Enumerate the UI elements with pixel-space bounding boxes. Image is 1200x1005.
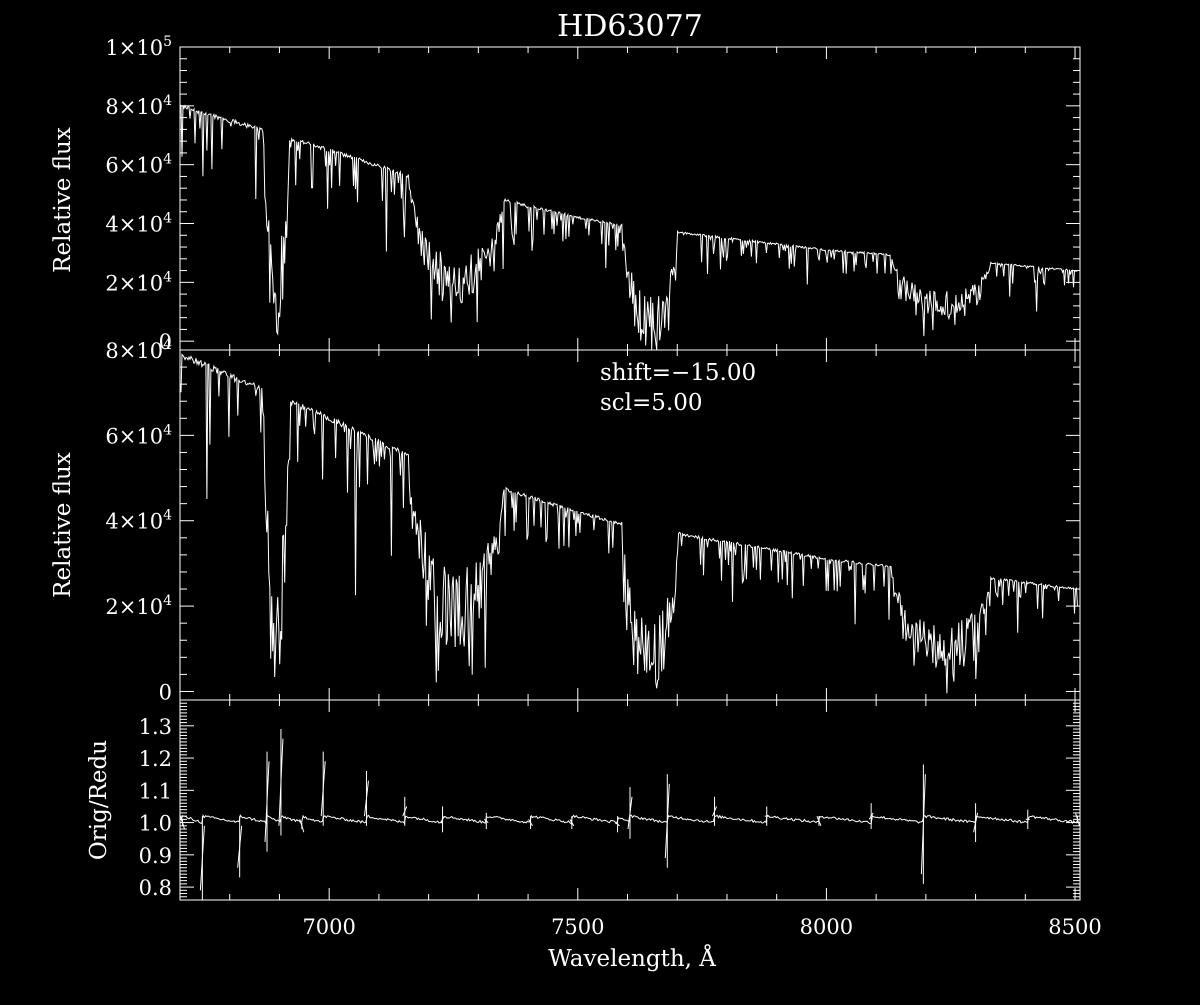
- ratio-spike: [402, 806, 408, 817]
- ratio-spike: [199, 825, 205, 891]
- ratio-spike: [816, 815, 822, 826]
- middle-spectrum-line: [179, 353, 1078, 694]
- y-axis-label-middle: Relative flux: [50, 452, 76, 598]
- ratio-spike: [320, 761, 326, 817]
- ratio-spike: [440, 815, 445, 823]
- ratio-spike: [180, 815, 185, 830]
- ratio-spike: [868, 812, 874, 820]
- ratio-spike: [1075, 812, 1080, 826]
- top-y-tick-label: 1×105: [105, 34, 172, 60]
- ratio-spike: [664, 783, 670, 859]
- bottom-y-tick-label: 1.0: [139, 812, 172, 836]
- ratio-spike: [264, 761, 270, 842]
- x-tick-label: 8500: [1048, 915, 1101, 939]
- x-tick-label: 8000: [800, 915, 853, 939]
- top-y-tick-label: 6×104: [105, 152, 172, 178]
- ratio-spike: [299, 819, 305, 833]
- bottom-y-tick-label: 0.8: [139, 876, 172, 900]
- bottom-y-tick-label: 1.2: [139, 747, 172, 771]
- ratio-spike: [363, 780, 369, 817]
- x-tick-label: 7500: [551, 915, 604, 939]
- annotation-shift: shift=−15.00: [600, 360, 756, 386]
- middle-y-tick-label: 4×104: [105, 508, 172, 534]
- middle-y-tick-label: 6×104: [105, 422, 172, 448]
- middle-y-tick-label: 0: [159, 680, 172, 704]
- ratio-spike: [627, 796, 633, 830]
- y-axis-label-top: Relative flux: [50, 127, 76, 273]
- top-y-tick-label: 8×104: [105, 93, 172, 119]
- ratio-spike: [569, 819, 575, 827]
- top-spectrum-line: [179, 104, 1078, 351]
- panel-top: 0 2×104 4×104 6×104 8×104 1×105: [105, 34, 1081, 354]
- panel-bottom: 7000 7500 8000 8500 0.8 0.9 1.0 1.1 1.2 1.3: [139, 699, 1102, 939]
- chart-title: HD63077: [557, 9, 703, 44]
- middle-y-tick-label: 2×104: [105, 593, 172, 619]
- ratio-spike: [528, 819, 533, 827]
- y-axis-label-bottom: Orig/Redu: [86, 740, 112, 860]
- middle-y-tick-label: 8×104: [105, 337, 172, 363]
- bottom-y-tick-label: 1.1: [139, 779, 172, 803]
- ratio-spike: [237, 825, 243, 868]
- top-y-tick-label: 2×104: [105, 269, 172, 295]
- ratio-spike: [278, 738, 284, 826]
- panel-middle: 0 2×104 4×104 6×104 8×104: [105, 337, 1081, 704]
- x-axis-label: Wavelength, Å: [548, 944, 716, 972]
- x-tick-label: 7000: [302, 915, 355, 939]
- ratio-spike: [920, 774, 926, 875]
- ratio-spike: [615, 822, 620, 827]
- bottom-y-tick-label: 1.3: [139, 715, 172, 739]
- annotation-scl: scl=5.00: [600, 390, 703, 416]
- bottom-y-tick-label: 0.9: [139, 844, 172, 868]
- top-y-tick-label: 0: [159, 330, 172, 354]
- ratio-spike: [483, 818, 489, 823]
- ratio-spike: [712, 806, 717, 817]
- top-y-tick-label: 4×104: [105, 211, 172, 237]
- ratio-spike: [973, 812, 979, 833]
